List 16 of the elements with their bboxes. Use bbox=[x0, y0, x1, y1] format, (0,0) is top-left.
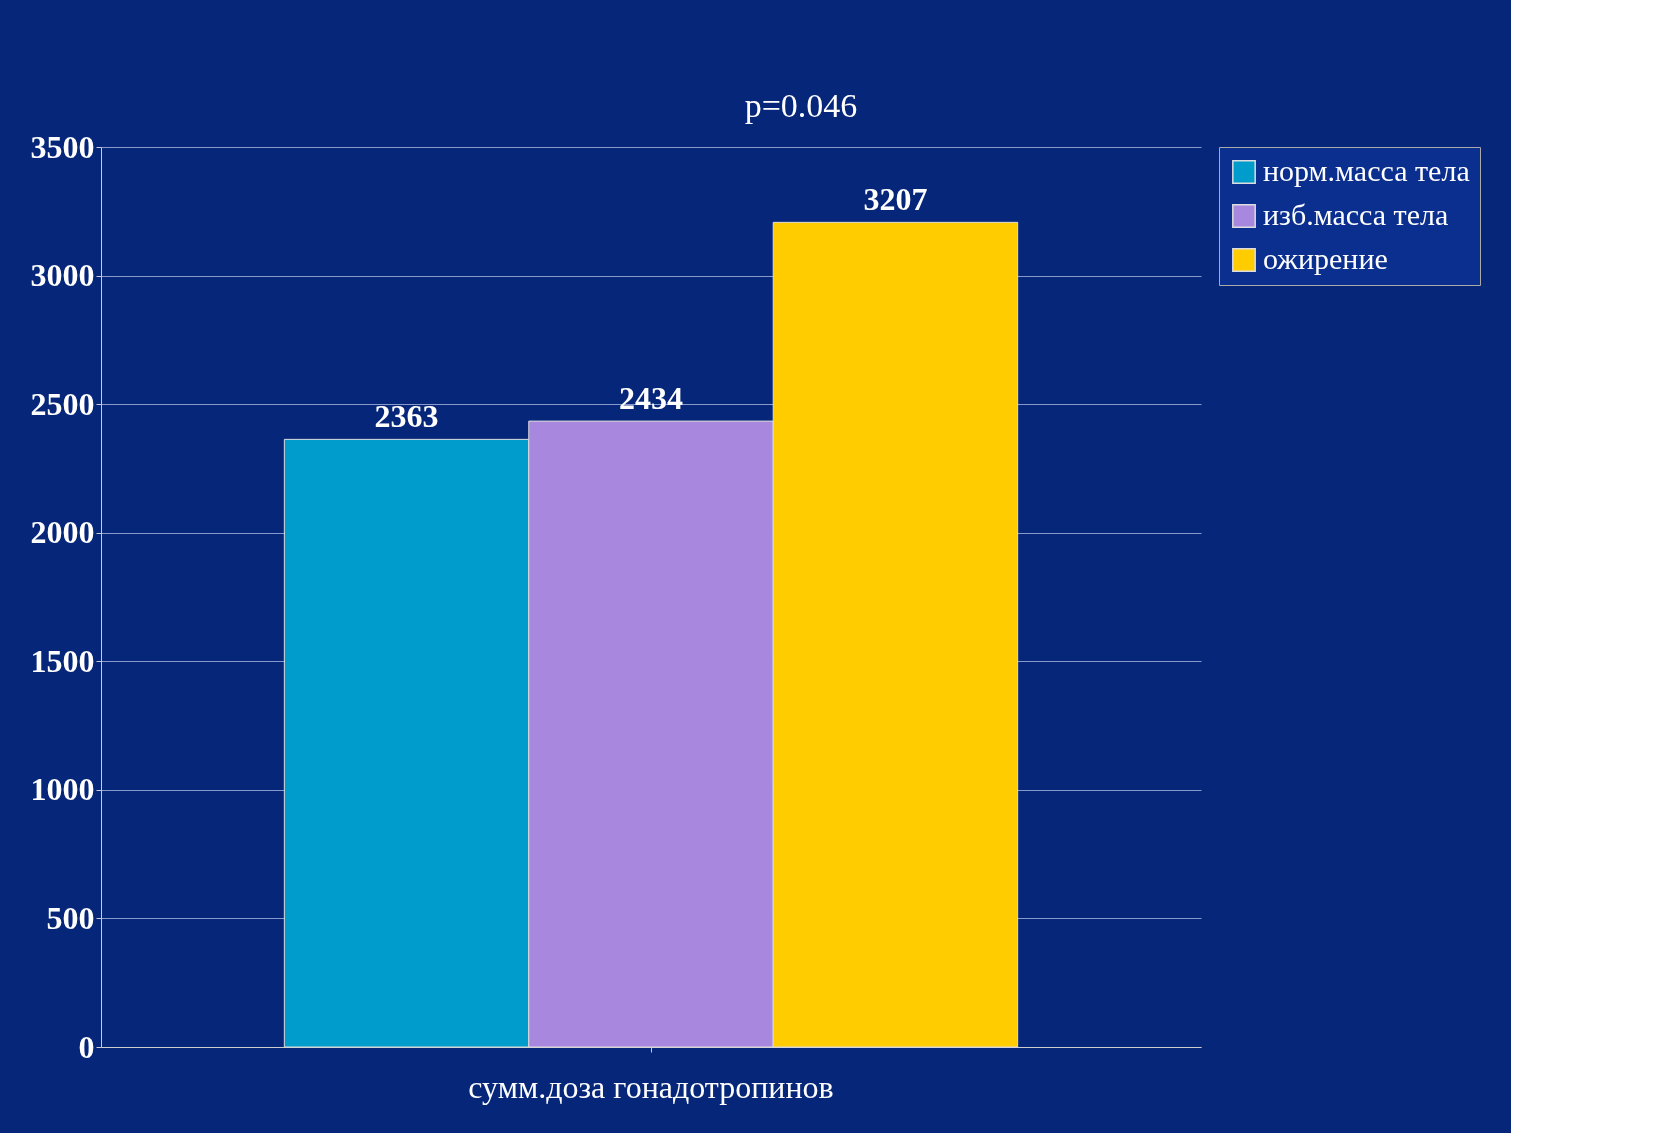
text: p=0.046 bbox=[744, 87, 858, 124]
y-tick-label: 0 bbox=[78, 1028, 95, 1065]
y-tick-label: 3500 bbox=[30, 128, 95, 165]
x-tick-label: сумм.доза гонадотропинов bbox=[468, 1068, 834, 1105]
y-tick-label: 1500 bbox=[30, 642, 95, 679]
legend-label: изб.масса тела bbox=[1263, 198, 1449, 231]
data-label: 3207 bbox=[863, 181, 928, 218]
data-label: 2363 bbox=[374, 398, 439, 435]
data-label: 2434 bbox=[619, 380, 683, 417]
legend-label: норм.масса тела bbox=[1263, 154, 1470, 187]
y-tick-label: 2000 bbox=[30, 514, 95, 551]
y-tick-label: 2500 bbox=[30, 385, 95, 422]
y-tick-label: 1000 bbox=[30, 771, 95, 808]
y-tick-label: 3000 bbox=[30, 257, 95, 294]
legend-label: ожирение bbox=[1263, 242, 1388, 275]
y-tick-label: 500 bbox=[46, 899, 95, 936]
